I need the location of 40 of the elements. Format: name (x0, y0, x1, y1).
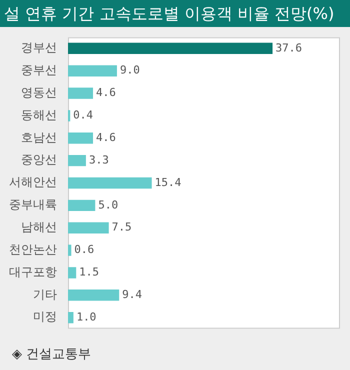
bar (68, 267, 76, 278)
y-tick-label: 미정 (33, 310, 57, 324)
y-tick-label: 남해선 (21, 220, 57, 234)
bar (68, 42, 273, 54)
data-label: 1.0 (76, 310, 96, 324)
y-tick-label: 서해안선 (9, 175, 57, 190)
data-label: 0.4 (73, 108, 94, 122)
data-label: 15.4 (154, 176, 182, 189)
data-label: 9.0 (120, 64, 140, 77)
data-label: 4.6 (96, 131, 116, 144)
y-tick-label: 천안논산 (9, 242, 57, 256)
data-label: 5.0 (98, 198, 118, 212)
data-label: 7.5 (112, 220, 132, 234)
chart-title: 설 연휴 기간 고속도로별 이용객 비율 전망(%) (0, 0, 350, 27)
bar (68, 88, 94, 99)
data-label: 37.6 (276, 41, 302, 54)
data-label: 9.4 (122, 288, 142, 302)
y-tick-label: 대구포항 (9, 264, 57, 279)
text: ◈ 건설교통부 (12, 346, 92, 363)
data-label: 3.3 (88, 153, 109, 166)
y-tick-label: 기타 (33, 287, 57, 302)
y-tick-label: 중부내륙 (9, 198, 57, 212)
y-tick-label: 경부선 (21, 40, 57, 55)
data-label: 4.6 (96, 86, 116, 100)
bar (68, 177, 152, 189)
data-label: 1.5 (79, 266, 100, 279)
y-tick-label: 영동선 (21, 85, 57, 100)
y-tick-label: 중앙선 (21, 152, 57, 167)
bar (68, 290, 120, 301)
bar (68, 222, 109, 234)
data-label: 0.6 (74, 243, 94, 256)
y-tick-label: 동해선 (21, 108, 57, 122)
y-tick-label: 중부선 (21, 62, 57, 77)
bar (68, 200, 96, 212)
bar (68, 312, 74, 324)
bar (68, 244, 72, 256)
y-tick-label: 호남선 (21, 130, 57, 144)
bar (68, 65, 117, 76)
bar (68, 154, 86, 166)
bar (68, 132, 94, 144)
